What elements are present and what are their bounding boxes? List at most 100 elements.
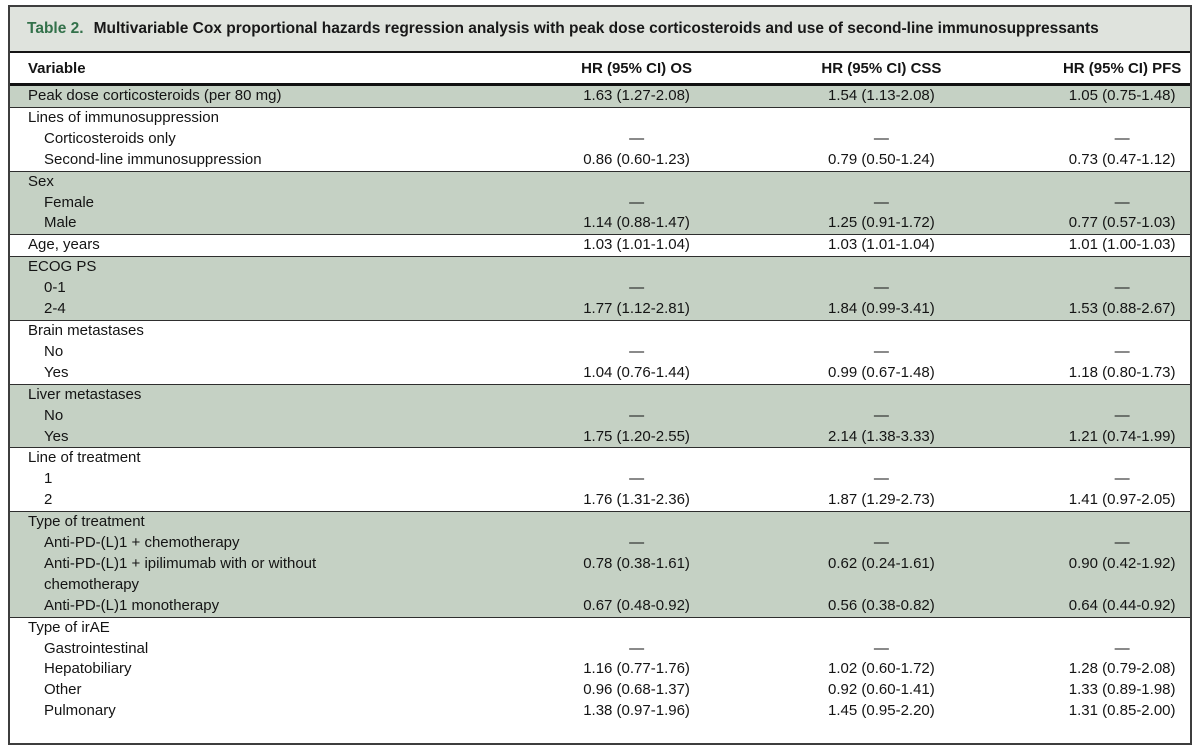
pfs-value-cell: 0.73 (0.47-1.12) <box>1068 150 1176 168</box>
pfs-value-cell: — <box>1114 406 1130 424</box>
table-row: Pulmonary 1.38 (0.97-1.96) 1.45 (0.95-2.20… <box>10 701 1190 722</box>
table-row: 2-4 1.77 (1.12-2.81) 1.84 (0.99-3.41) 1.53 … <box>10 299 1190 321</box>
variable-cell: Age, years <box>10 234 565 257</box>
pfs-value-cell <box>1054 106 1190 129</box>
css-value-cell: 1.54 (1.13-2.08) <box>828 87 935 104</box>
table-row: Male 1.14 (0.88-1.47) 1.25 (0.91-1.72) 0.77… <box>10 213 1190 235</box>
variable-cell: Pulmonary <box>44 702 116 720</box>
css-value-cell: — <box>873 129 889 147</box>
table-row: Corticosteroids only — — — <box>10 129 1190 150</box>
os-value-cell: 0.78 (0.38-1.61) <box>583 554 690 572</box>
os-value-cell: 1.03 (1.01-1.04) <box>564 234 709 257</box>
pfs-value-cell: — <box>1114 470 1130 488</box>
pfs-value-cell <box>1054 319 1190 342</box>
pfs-value-cell <box>1054 170 1190 193</box>
css-value-cell <box>708 319 1055 342</box>
table-row: Female — — — <box>10 192 1190 214</box>
css-value-cell <box>708 106 1055 129</box>
pfs-value-cell: 0.64 (0.44-0.92) <box>1068 596 1176 614</box>
os-value-cell: 1.75 (1.20-2.55) <box>583 427 690 445</box>
table-row: 2 1.76 (1.31-2.36) 1.87 (1.29-2.73) 1.41 (0… <box>10 490 1190 511</box>
os-value-cell: 0.86 (0.60-1.23) <box>583 150 690 168</box>
os-value-cell <box>564 511 709 534</box>
variable-cell: Yes <box>44 363 69 381</box>
os-value-cell <box>564 616 709 639</box>
variable-cell: Type of irAE <box>10 616 565 639</box>
css-value-cell: 0.92 (0.60-1.41) <box>828 681 935 699</box>
table-row: Peak dose corticosteroids (per 80 mg) 1.6… <box>10 84 1190 108</box>
pfs-value-cell: 1.21 (0.74-1.99) <box>1068 427 1176 445</box>
variable-cell: Male <box>44 214 77 232</box>
variable-cell: No <box>44 406 64 424</box>
variable-cell: Line of treatment <box>10 447 565 470</box>
variable-cell: Sex <box>10 170 565 193</box>
variable-cell: Peak dose corticosteroids (per 80 mg) <box>28 87 282 104</box>
css-value-cell: 1.84 (0.99-3.41) <box>828 300 935 318</box>
pfs-value-cell: — <box>1114 193 1130 211</box>
table-row: Anti-PD-(L)1 + ipilimumab with or withou… <box>10 553 1190 596</box>
css-value-cell: — <box>873 470 889 488</box>
pfs-value-cell: 1.18 (0.80-1.73) <box>1068 363 1176 381</box>
css-value-cell: — <box>873 406 889 424</box>
table-title-bar: Table 2. Multivariable Cox proportional … <box>10 7 1190 53</box>
css-value-cell: — <box>873 193 889 211</box>
os-value-cell: 1.38 (0.97-1.96) <box>583 702 690 720</box>
os-value-cell: 1.77 (1.12-2.81) <box>583 300 690 318</box>
pfs-value-cell <box>1054 447 1190 470</box>
pfs-value-cell: — <box>1114 534 1130 552</box>
os-value-cell: 1.63 (1.27-2.08) <box>583 87 690 104</box>
os-value-cell <box>564 106 709 129</box>
table-row: Other 0.96 (0.68-1.37) 0.92 (0.60-1.41) 1.3… <box>10 680 1190 701</box>
variable-cell: Anti-PD-(L)1 + chemotherapy <box>44 534 240 552</box>
os-value-cell: — <box>629 639 645 657</box>
pfs-value-cell: 1.53 (0.88-2.67) <box>1068 300 1176 318</box>
css-value-cell: — <box>873 639 889 657</box>
css-value-cell: 1.45 (0.95-2.20) <box>828 702 935 720</box>
os-value-cell: — <box>629 129 645 147</box>
variable-cell: 0-1 <box>44 279 66 297</box>
table-row: Anti-PD-(L)1 monotherapy 0.67 (0.48-0.92)… <box>10 595 1190 618</box>
header-row: Variable HR (95% CI) OS HR (95% CI) CSS … <box>10 53 1190 86</box>
css-value-cell: 0.62 (0.24-1.61) <box>828 554 935 572</box>
table-header: Variable HR (95% CI) OS HR (95% CI) CSS … <box>10 53 1190 86</box>
pfs-value-cell: 1.41 (0.97-2.05) <box>1068 491 1176 509</box>
os-value-cell: 0.96 (0.68-1.37) <box>583 681 690 699</box>
pfs-value-cell: 1.31 (0.85-2.00) <box>1068 702 1176 720</box>
table-row: ECOG PS <box>10 256 1190 279</box>
css-value-cell: — <box>873 342 889 360</box>
css-value-cell: — <box>873 534 889 552</box>
variable-cell: ECOG PS <box>10 256 565 279</box>
pfs-value-cell: 1.05 (0.75-1.48) <box>1068 87 1176 104</box>
os-value-cell: — <box>629 193 645 211</box>
table-row: Brain metastases <box>10 319 1190 342</box>
variable-cell: Type of treatment <box>10 511 565 534</box>
css-value-cell: 2.14 (1.38-3.33) <box>828 427 935 445</box>
variable-cell: Other <box>44 681 82 699</box>
column-header-css: HR (95% CI) CSS <box>708 53 1055 86</box>
os-value-cell: — <box>629 534 645 552</box>
table-body: Peak dose corticosteroids (per 80 mg) 1.6… <box>10 84 1190 723</box>
table-row: Type of irAE <box>10 616 1190 639</box>
table-row: 1 — — — <box>10 469 1190 490</box>
column-header-os: HR (95% CI) OS <box>564 53 709 86</box>
variable-cell: Corticosteroids only <box>44 129 176 147</box>
table-row: Sex <box>10 170 1190 193</box>
variable-cell: Yes <box>44 427 69 445</box>
table-row: Hepatobiliary 1.16 (0.77-1.76) 1.02 (0.60-… <box>10 659 1190 680</box>
variable-cell: 2 <box>44 491 53 509</box>
os-value-cell: 1.14 (0.88-1.47) <box>583 214 690 232</box>
os-value-cell: — <box>629 342 645 360</box>
css-value-cell: 1.87 (1.29-2.73) <box>828 491 935 509</box>
table-row: Type of treatment <box>10 511 1190 534</box>
pfs-value-cell: 0.77 (0.57-1.03) <box>1068 214 1176 232</box>
pfs-value-cell: — <box>1114 639 1130 657</box>
variable-cell: 2-4 <box>44 300 66 318</box>
pfs-value-cell: — <box>1114 279 1130 297</box>
variable-cell: No <box>44 342 64 360</box>
os-value-cell: — <box>629 470 645 488</box>
table-title: Multivariable Cox proportional hazards r… <box>93 19 1099 37</box>
pfs-value-cell <box>1054 383 1190 406</box>
table-row: No — — — <box>10 342 1190 363</box>
css-value-cell <box>708 383 1055 406</box>
pfs-value-cell <box>1054 616 1190 639</box>
